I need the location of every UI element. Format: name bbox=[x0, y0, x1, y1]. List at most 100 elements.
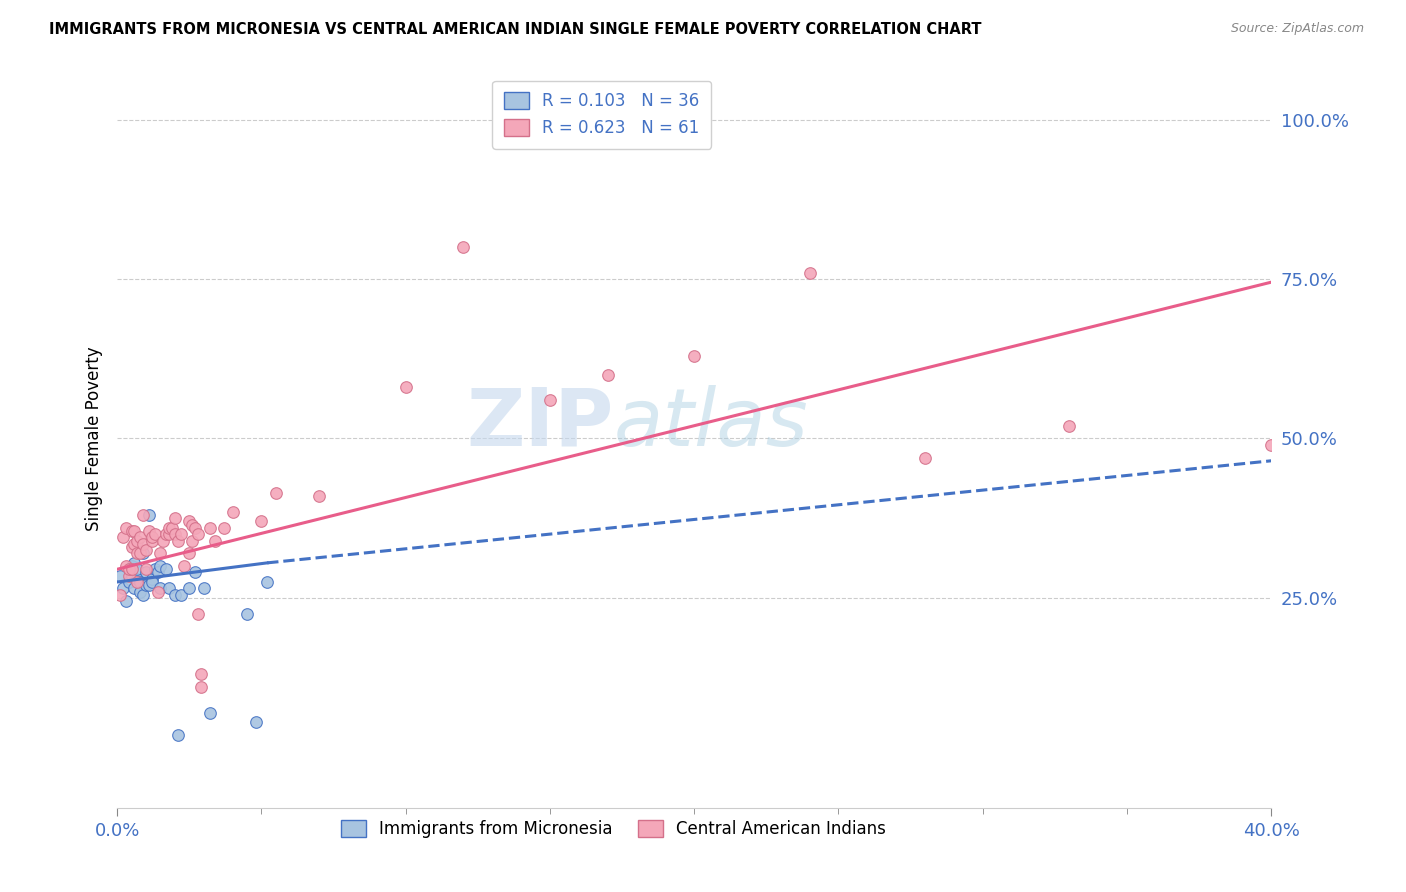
Text: atlas: atlas bbox=[613, 384, 808, 463]
Point bbox=[198, 706, 221, 720]
Point bbox=[121, 524, 143, 538]
Point bbox=[124, 524, 146, 538]
Point bbox=[173, 559, 195, 574]
Point bbox=[212, 521, 235, 535]
Point bbox=[179, 582, 201, 596]
Point bbox=[181, 533, 204, 548]
Point bbox=[132, 588, 155, 602]
Point bbox=[256, 574, 278, 589]
Point bbox=[155, 527, 177, 541]
Point bbox=[163, 527, 186, 541]
Point bbox=[138, 508, 160, 522]
Point bbox=[127, 562, 149, 576]
Point bbox=[124, 556, 146, 570]
Point bbox=[169, 588, 191, 602]
Point bbox=[1260, 438, 1282, 452]
Point bbox=[108, 568, 131, 582]
Point bbox=[141, 572, 163, 586]
Point bbox=[187, 527, 209, 541]
Point bbox=[193, 582, 215, 596]
Point bbox=[453, 240, 475, 254]
Point bbox=[799, 266, 821, 280]
Point bbox=[127, 572, 149, 586]
Point bbox=[155, 562, 177, 576]
Point bbox=[166, 728, 188, 742]
Point bbox=[141, 533, 163, 548]
Point bbox=[115, 594, 138, 608]
Point bbox=[308, 489, 330, 503]
Point bbox=[181, 517, 204, 532]
Point bbox=[160, 521, 183, 535]
Point bbox=[121, 559, 143, 574]
Point bbox=[163, 511, 186, 525]
Point bbox=[135, 562, 157, 576]
Point bbox=[146, 566, 169, 580]
Point bbox=[198, 521, 221, 535]
Text: Source: ZipAtlas.com: Source: ZipAtlas.com bbox=[1230, 22, 1364, 36]
Point bbox=[143, 527, 166, 541]
Point bbox=[132, 537, 155, 551]
Point bbox=[179, 546, 201, 560]
Point bbox=[204, 533, 226, 548]
Point bbox=[111, 582, 134, 596]
Point bbox=[157, 527, 180, 541]
Point bbox=[169, 527, 191, 541]
Point bbox=[143, 562, 166, 576]
Point bbox=[395, 380, 418, 394]
Point bbox=[124, 582, 146, 596]
Point bbox=[141, 530, 163, 544]
Point bbox=[118, 562, 141, 576]
Point bbox=[129, 546, 152, 560]
Point bbox=[190, 667, 212, 681]
Point bbox=[111, 530, 134, 544]
Point bbox=[127, 533, 149, 548]
Point bbox=[146, 584, 169, 599]
Point bbox=[132, 546, 155, 560]
Point bbox=[538, 393, 561, 408]
Point bbox=[166, 533, 188, 548]
Point bbox=[187, 607, 209, 621]
Point bbox=[108, 588, 131, 602]
Point bbox=[115, 521, 138, 535]
Point bbox=[184, 566, 207, 580]
Point bbox=[914, 450, 936, 465]
Point bbox=[138, 524, 160, 538]
Point bbox=[135, 543, 157, 558]
Point bbox=[264, 485, 287, 500]
Point bbox=[127, 574, 149, 589]
Point bbox=[118, 574, 141, 589]
Point bbox=[179, 515, 201, 529]
Point bbox=[250, 515, 273, 529]
Text: ZIP: ZIP bbox=[467, 384, 613, 463]
Point bbox=[190, 680, 212, 694]
Text: IMMIGRANTS FROM MICRONESIA VS CENTRAL AMERICAN INDIAN SINGLE FEMALE POVERTY CORR: IMMIGRANTS FROM MICRONESIA VS CENTRAL AM… bbox=[49, 22, 981, 37]
Point bbox=[121, 540, 143, 554]
Point bbox=[121, 568, 143, 582]
Point bbox=[149, 559, 172, 574]
Point bbox=[157, 521, 180, 535]
Point bbox=[141, 574, 163, 589]
Y-axis label: Single Female Poverty: Single Female Poverty bbox=[86, 346, 103, 531]
Point bbox=[596, 368, 619, 382]
Point bbox=[149, 546, 172, 560]
Point bbox=[132, 508, 155, 522]
Point bbox=[163, 588, 186, 602]
Point bbox=[138, 578, 160, 592]
Point bbox=[124, 537, 146, 551]
Point bbox=[184, 521, 207, 535]
Point bbox=[221, 505, 243, 519]
Legend: Immigrants from Micronesia, Central American Indians: Immigrants from Micronesia, Central Amer… bbox=[335, 813, 893, 845]
Point bbox=[135, 566, 157, 580]
Point bbox=[129, 574, 152, 589]
Point bbox=[129, 530, 152, 544]
Point bbox=[149, 582, 172, 596]
Point bbox=[1057, 418, 1080, 433]
Point bbox=[121, 562, 143, 576]
Point bbox=[245, 715, 267, 730]
Point bbox=[683, 349, 706, 363]
Point bbox=[127, 546, 149, 560]
Point bbox=[118, 568, 141, 582]
Point bbox=[157, 582, 180, 596]
Point bbox=[236, 607, 259, 621]
Point bbox=[115, 559, 138, 574]
